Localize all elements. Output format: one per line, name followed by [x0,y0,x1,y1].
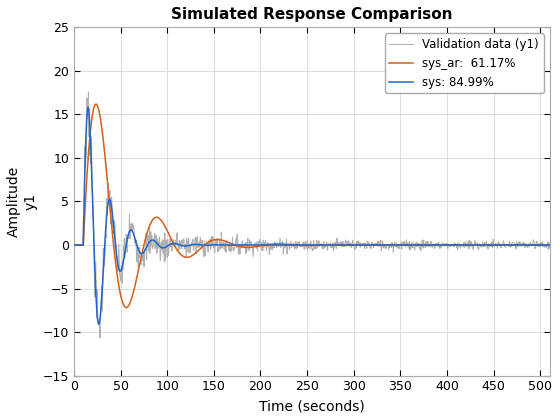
Validation data (y1) [547,246,553,251]
sys_ar:  61.17%: (0, 0): 61.17%: (0, 0) [71,242,77,247]
sys_ar:  61.17%: (23.5, 16.2): 61.17%: (23.5, 16.2) [92,102,99,107]
Validation data (y1) [97,335,104,340]
X-axis label: Time (seconds): Time (seconds) [259,399,365,413]
Y-axis label: Amplitude
y1: Amplitude y1 [7,166,37,237]
Validation data (y1) [356,240,363,245]
sys: 84.99%: (510, -7.54e-10): 84.99%: (510, -7.54e-10) [547,242,553,247]
sys_ar:  61.17%: (212, 0.0986): 61.17%: (212, 0.0986) [269,241,276,247]
Line: sys: 84.99%: sys: 84.99% [74,108,550,324]
sys_ar:  61.17%: (510, -8.23e-05): 61.17%: (510, -8.23e-05) [547,242,553,247]
Line: sys_ar:  61.17%: sys_ar: 61.17% [74,104,550,307]
Line: Validation data (y1): Validation data (y1) [74,92,550,338]
sys: 84.99%: (26.5, -9.09): 84.99%: (26.5, -9.09) [95,322,102,327]
sys_ar:  61.17%: (69, -2.95): 61.17%: (69, -2.95) [135,268,142,273]
sys: 84.99%: (0, 0): 84.99%: (0, 0) [71,242,77,247]
sys_ar:  61.17%: (186, -0.278): 61.17%: (186, -0.278) [244,245,251,250]
sys: 84.99%: (212, -0.00116): 84.99%: (212, -0.00116) [269,242,276,247]
Validation data (y1) [71,242,77,247]
Validation data (y1) [516,244,522,249]
sys_ar:  61.17%: (478, 0.000185): 61.17%: (478, 0.000185) [516,242,522,247]
Validation data (y1) [269,244,276,249]
Title: Simulated Response Comparison: Simulated Response Comparison [171,7,452,22]
sys_ar:  61.17%: (45, -2.34): 61.17%: (45, -2.34) [113,263,119,268]
sys: 84.99%: (69, -0.481): 84.99%: (69, -0.481) [135,247,142,252]
Validation data (y1) [113,244,120,249]
sys: 84.99%: (306, -8.53e-06): 84.99%: (306, -8.53e-06) [356,242,363,247]
sys: 84.99%: (186, -0.00359): 84.99%: (186, -0.00359) [244,242,251,247]
Legend: Validation data (y1), sys_ar:  61.17%, sys: 84.99%: Validation data (y1), sys_ar: 61.17%, sy… [385,33,544,93]
Validation data (y1) [85,89,92,94]
sys: 84.99%: (45.5, -1.01): 84.99%: (45.5, -1.01) [113,251,120,256]
sys_ar:  61.17%: (56, -7.18): 61.17%: (56, -7.18) [123,305,129,310]
Validation data (y1) [244,242,251,247]
sys_ar:  61.17%: (306, -0.00535): 61.17%: (306, -0.00535) [356,242,363,247]
Validation data (y1) [135,264,142,269]
sys: 84.99%: (478, 3.27e-09): 84.99%: (478, 3.27e-09) [516,242,522,247]
sys: 84.99%: (15, 15.8): 84.99%: (15, 15.8) [85,105,91,110]
